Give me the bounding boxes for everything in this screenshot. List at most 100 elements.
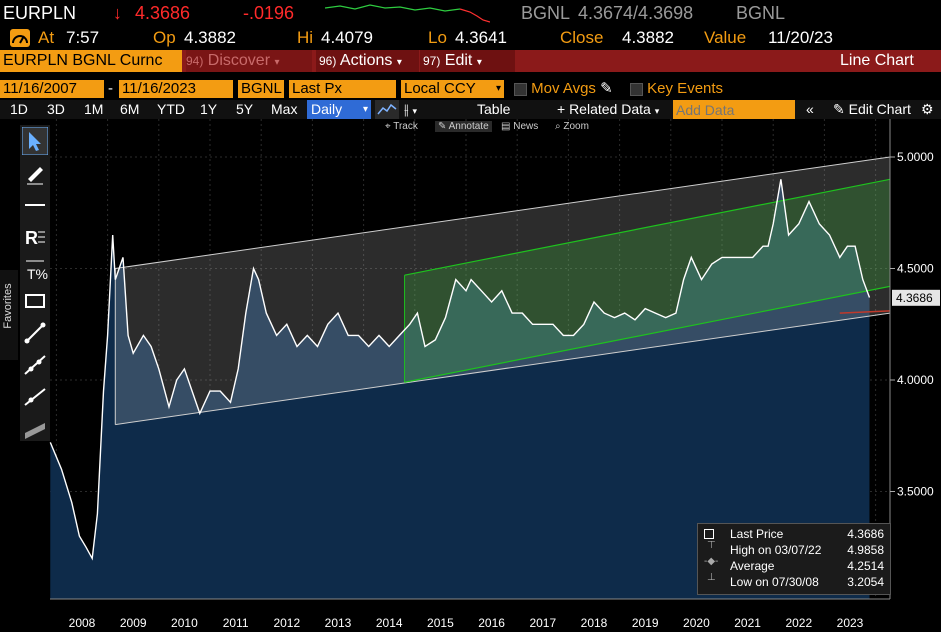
- field-selector[interactable]: Last Px: [289, 80, 396, 98]
- y-tick-label: 4.0000: [897, 373, 934, 387]
- red-trendline[interactable]: [839, 310, 891, 314]
- x-tick-label: 2009: [120, 616, 147, 630]
- drawing-toolbar: R T%: [20, 125, 50, 441]
- mov-avgs-toggle[interactable]: Mov Avgs ✎: [514, 80, 613, 98]
- period-5y[interactable]: 5Y: [236, 101, 254, 117]
- actions-menu[interactable]: 96) Actions ▾: [316, 50, 419, 72]
- bar-type-icon[interactable]: ⫲ ▾: [404, 101, 417, 117]
- x-tick-label: 2011: [223, 616, 249, 630]
- fibonacci-icon[interactable]: T%: [22, 255, 48, 283]
- open-value: 4.3882: [184, 28, 236, 47]
- legend-label: Average: [730, 559, 775, 573]
- channel-icon[interactable]: [22, 413, 48, 441]
- down-arrow-icon: ↓: [113, 3, 122, 23]
- price-line[interactable]: [49, 179, 871, 561]
- pencil-icon[interactable]: ✎: [600, 80, 613, 97]
- key-events-toggle[interactable]: Key Events: [630, 80, 723, 98]
- edit-chart-button[interactable]: ✎ Edit Chart: [833, 101, 911, 117]
- track-tool[interactable]: ⌖ Track: [385, 121, 418, 132]
- period-6m[interactable]: 6M: [120, 101, 140, 117]
- x-tick-label: 2019: [632, 616, 659, 630]
- legend-label: Last Price: [730, 527, 784, 541]
- x-tick-label: 2012: [273, 616, 300, 630]
- frequency-selector[interactable]: Daily ▾: [307, 100, 371, 119]
- table-button[interactable]: Table: [477, 101, 511, 117]
- gauge-icon[interactable]: [10, 29, 30, 47]
- value-date: 11/20/23: [768, 28, 833, 47]
- cursor-icon[interactable]: [22, 127, 48, 155]
- end-date-field[interactable]: 11/16/2023: [119, 80, 233, 98]
- quote-bar: At 7:57 Op 4.3882 Hi 4.4079 Lo 4.3641 Cl…: [0, 26, 941, 50]
- x-tick-label: 2015: [427, 616, 454, 630]
- period-max[interactable]: Max: [271, 101, 298, 117]
- gear-icon[interactable]: ⚙: [921, 101, 934, 117]
- low-label: Lo: [428, 28, 447, 47]
- add-data-input[interactable]: [673, 100, 795, 119]
- high-value: 4.4079: [321, 28, 373, 47]
- outer-channel-lower[interactable]: [115, 312, 891, 426]
- checkbox-icon[interactable]: [514, 82, 527, 96]
- rectangle-icon[interactable]: [22, 287, 48, 315]
- pen-icon[interactable]: [22, 159, 48, 187]
- x-tick-label: 2023: [837, 616, 864, 630]
- edit-menu[interactable]: 97) Edit ▾: [420, 50, 515, 72]
- close-value: 4.3882: [622, 28, 674, 47]
- start-date-field[interactable]: 11/16/2007: [0, 80, 104, 98]
- x-tick-label: 2022: [785, 616, 812, 630]
- favorites-tab[interactable]: Favorites: [0, 270, 18, 360]
- high-marker-icon: ⊤: [707, 540, 716, 551]
- extended-line-icon[interactable]: [22, 383, 48, 411]
- source-field[interactable]: BGNL: [238, 80, 284, 98]
- price-chart[interactable]: 5.0000 4.5000 4.0000 3.5000 4.3686 2008 2009 20…: [0, 119, 941, 632]
- legend-value: 4.3686: [847, 527, 884, 541]
- x-tick-label: 2014: [376, 616, 403, 630]
- chart-legend: ⊤ -◆- ⊥ Last Price 4.3686 High on 03/07/…: [697, 523, 891, 595]
- last-price: 4.3686: [135, 3, 191, 23]
- open-label: Op: [153, 28, 176, 47]
- news-tool[interactable]: ▤ News: [501, 121, 539, 132]
- trendline-icon[interactable]: [22, 319, 48, 347]
- legend-value: 4.2514: [847, 559, 884, 573]
- period-ytd[interactable]: YTD: [157, 101, 185, 117]
- annotate-tool[interactable]: ✎ Annotate: [435, 121, 492, 132]
- period-1d[interactable]: 1D: [10, 101, 28, 117]
- period-1m[interactable]: 1M: [84, 101, 104, 117]
- function-bar: EURPLN BGNL Curnc 94) Discover ▾ 96) Act…: [0, 50, 941, 72]
- function-title: Line Chart: [840, 52, 914, 69]
- period-3d[interactable]: 3D: [47, 101, 65, 117]
- inner-channel-lower[interactable]: [404, 285, 891, 383]
- price-area: [50, 179, 870, 600]
- x-tick-label: 2017: [529, 616, 556, 630]
- current-price-label: 4.3686: [896, 291, 933, 305]
- legend-label: High on 03/07/22: [730, 543, 822, 557]
- x-tick-label: 2020: [683, 616, 710, 630]
- discover-menu[interactable]: 94) Discover ▾: [186, 50, 312, 72]
- period-1y[interactable]: 1Y: [200, 101, 218, 117]
- text-icon[interactable]: R: [22, 223, 48, 251]
- outer-channel-fill: [115, 157, 890, 425]
- zoom-tool[interactable]: ⌕ Zoom: [555, 121, 589, 132]
- x-tick-label: 2010: [171, 616, 198, 630]
- ticker-symbol[interactable]: EURPLN: [3, 3, 77, 23]
- checkbox-icon[interactable]: [630, 82, 643, 96]
- ray-icon[interactable]: [22, 351, 48, 379]
- average-marker-icon: -◆-: [704, 556, 719, 567]
- x-tick-label: 2021: [734, 616, 761, 630]
- x-tick-label: 2018: [581, 616, 608, 630]
- date-separator: -: [108, 80, 113, 97]
- y-tick-label: 4.5000: [897, 262, 934, 276]
- collapse-icon[interactable]: «: [806, 101, 814, 117]
- legend-value: 3.2054: [847, 575, 884, 589]
- horizontal-line-icon[interactable]: [22, 191, 48, 219]
- currency-selector[interactable]: Local CCY ▾: [401, 80, 504, 98]
- legend-swatch: [704, 529, 714, 539]
- line-chart-type-icon[interactable]: [375, 100, 399, 119]
- svg-text:T%: T%: [27, 266, 48, 282]
- outer-channel-upper[interactable]: [115, 156, 891, 269]
- low-value: 4.3641: [455, 28, 507, 47]
- related-data-button[interactable]: + Related Data ▾: [557, 101, 660, 117]
- ticker-header: EURPLN ↓ 4.3686 -.0196 BGNL 4.3674/4.369…: [0, 0, 941, 26]
- at-label: At: [38, 28, 55, 47]
- security-field[interactable]: EURPLN BGNL Curnc: [0, 50, 182, 72]
- inner-channel-upper[interactable]: [404, 178, 891, 276]
